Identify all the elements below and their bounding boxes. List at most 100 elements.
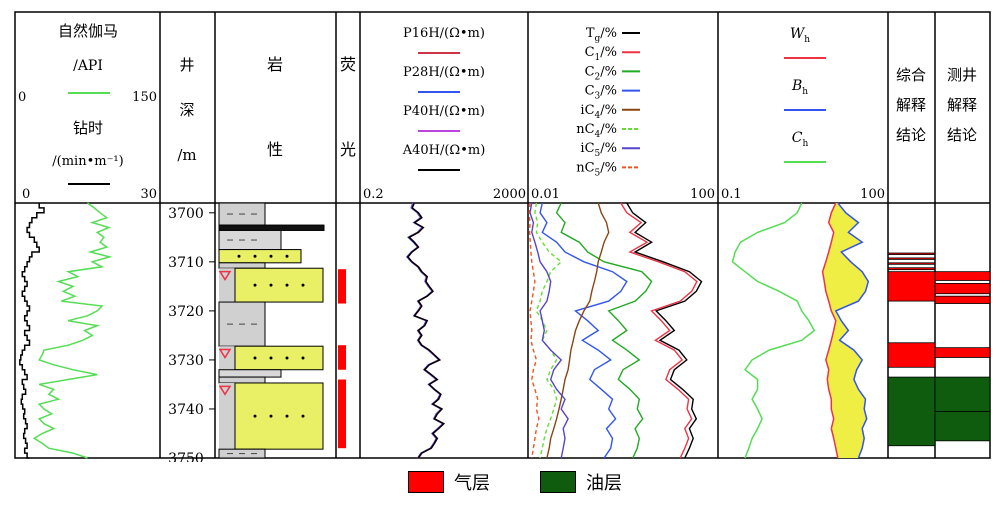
lith-dot-7-2 bbox=[285, 356, 289, 360]
gas-max-label: 100 bbox=[690, 187, 715, 202]
rop-unit: /(min•m⁻¹) bbox=[52, 154, 123, 169]
gr-title: 自然伽马 bbox=[58, 22, 118, 40]
mud-log-chart: 自然伽马/API 0 150 钻时 /(min•m⁻¹) 0 30 井深/m 岩性 荧光 P16H/… bbox=[14, 11, 991, 462]
gr-max-label: 150 bbox=[132, 90, 157, 105]
lith-bed-4 bbox=[218, 262, 266, 269]
lith-dot-10-2 bbox=[285, 414, 289, 418]
ratio-legend-label-1: Bh bbox=[791, 78, 808, 97]
tst-interval-3 bbox=[934, 347, 991, 358]
gas-min-label: 0.01 bbox=[531, 187, 560, 202]
lith-dot-5-3 bbox=[301, 283, 305, 287]
lith-dot-5-1 bbox=[269, 283, 273, 287]
tst-interval-0 bbox=[934, 271, 991, 281]
lith-bed-8 bbox=[218, 369, 282, 378]
ratio-curve-Wh bbox=[821, 202, 839, 459]
depth-tick-label-4: 3740 bbox=[168, 402, 204, 418]
res-legend-label-3: A40H/(Ω•m) bbox=[402, 143, 486, 158]
res-curve-A40H bbox=[406, 202, 445, 459]
lith-bed-1 bbox=[218, 224, 325, 231]
gas-legend-unit-6: /% bbox=[600, 141, 617, 156]
legend-label-oil: 油层 bbox=[586, 473, 622, 494]
ratio-legend-base-1: B bbox=[791, 78, 802, 94]
lith-bed-9 bbox=[218, 376, 266, 384]
lith-dot-5-0 bbox=[253, 283, 257, 287]
ratio-min-label: 0.1 bbox=[721, 187, 742, 202]
gas-curve-nC4 bbox=[534, 202, 563, 459]
gas-legend-base-4: iC bbox=[580, 103, 594, 118]
res-legend-label-2: P40H/(Ω•m) bbox=[403, 104, 485, 119]
legend-item-oil: 油层 bbox=[540, 470, 622, 494]
gas-legend-base-0: T bbox=[586, 26, 595, 41]
fluor-title-0: 荧 bbox=[340, 55, 356, 74]
gas-legend-label-5: nC4/% bbox=[576, 122, 617, 140]
gas-legend-sub-1: 1 bbox=[595, 53, 601, 63]
res-max-label: 2000 bbox=[493, 187, 526, 202]
legend-swatch-oil bbox=[540, 471, 576, 493]
gas-legend-unit-1: /% bbox=[600, 45, 617, 60]
depth-tick-label-3: 3730 bbox=[168, 353, 204, 369]
ratio-curve-Ch bbox=[731, 202, 816, 459]
gas-legend-base-2: C bbox=[585, 64, 595, 79]
gas-curve-C1 bbox=[620, 202, 698, 459]
gas-curve-Tg bbox=[626, 202, 703, 459]
gas-legend-label-2: C2/% bbox=[585, 64, 617, 82]
gas-legend-sub-7: 5 bbox=[595, 168, 601, 178]
depth-tick-label-2: 3720 bbox=[168, 304, 204, 320]
fluorescence-bar-0 bbox=[338, 269, 346, 304]
lith-bed-5 bbox=[234, 267, 324, 303]
oil-show-icon-5 bbox=[218, 270, 232, 281]
cmp-interval-5 bbox=[887, 342, 936, 368]
gr-unit: /API bbox=[73, 58, 103, 74]
cmp-title-2: 结论 bbox=[896, 126, 926, 144]
tst-interval-2 bbox=[934, 295, 991, 304]
ratio-legend-sub-2: h bbox=[802, 139, 808, 149]
gas-curve-nC5 bbox=[528, 202, 540, 459]
lith-title-0: 岩 bbox=[267, 55, 283, 74]
tst-interval-5 bbox=[934, 411, 991, 442]
lith-dot-3-3 bbox=[285, 254, 289, 258]
gas-legend-base-6: iC bbox=[580, 141, 594, 156]
rop-max-label: 30 bbox=[140, 187, 157, 202]
cmp-interval-6 bbox=[887, 376, 936, 447]
tst-title-1: 解释 bbox=[947, 96, 977, 114]
gr-curve bbox=[32, 202, 113, 459]
gas-legend-sub-2: 2 bbox=[595, 72, 601, 82]
res-min-label: 0.2 bbox=[363, 187, 384, 202]
ratio-legend-label-0: Wh bbox=[790, 26, 810, 45]
ratio-max-label: 100 bbox=[860, 187, 885, 202]
lith-bed-10 bbox=[234, 382, 324, 450]
ratio-legend-sub-1: h bbox=[802, 87, 808, 97]
gas-curve-C3 bbox=[539, 202, 628, 459]
lith-dot-10-1 bbox=[269, 414, 273, 418]
tst-title-2: 结论 bbox=[947, 126, 977, 144]
depth-title-2: /m bbox=[177, 146, 196, 164]
lith-dot-3-1 bbox=[253, 254, 257, 258]
rop-title: 钻时 bbox=[73, 119, 103, 137]
depth-title-0: 井 bbox=[179, 56, 194, 74]
gas-legend-label-4: iC4/% bbox=[580, 103, 617, 121]
gas-legend-unit-2: /% bbox=[600, 64, 617, 79]
gas-legend-label-1: C1/% bbox=[585, 45, 617, 63]
lith-dot-7-0 bbox=[253, 356, 257, 360]
fluorescence-bar-2 bbox=[338, 379, 346, 449]
gas-legend-base-3: C bbox=[585, 84, 595, 99]
gas-curve-C2 bbox=[555, 202, 653, 459]
depth-title-1: 深 bbox=[179, 101, 194, 119]
depth-tick-label-5: 3750 bbox=[168, 451, 204, 462]
fluor-title-1: 光 bbox=[340, 140, 356, 159]
ratio-fill-area bbox=[822, 203, 869, 458]
rop-min-label: 0 bbox=[22, 187, 30, 202]
gas-legend-label-6: iC5/% bbox=[580, 141, 617, 159]
gas-legend-base-7: nC bbox=[576, 160, 594, 175]
gas-legend-sub-6: 5 bbox=[595, 149, 601, 159]
rop-curve bbox=[19, 203, 45, 459]
legend: 气层 油层 bbox=[0, 462, 1000, 502]
gas-curve-iC4 bbox=[546, 202, 610, 459]
lith-dot-10-0 bbox=[253, 414, 257, 418]
cmp-interval-3 bbox=[887, 267, 936, 271]
gas-legend-sub-3: 3 bbox=[595, 92, 601, 102]
oil-show-icon-7 bbox=[218, 348, 232, 359]
lith-dot-10-3 bbox=[301, 414, 305, 418]
res-legend-label-0: P16H/(Ω•m) bbox=[403, 26, 485, 41]
cmp-interval-1 bbox=[887, 257, 936, 260]
